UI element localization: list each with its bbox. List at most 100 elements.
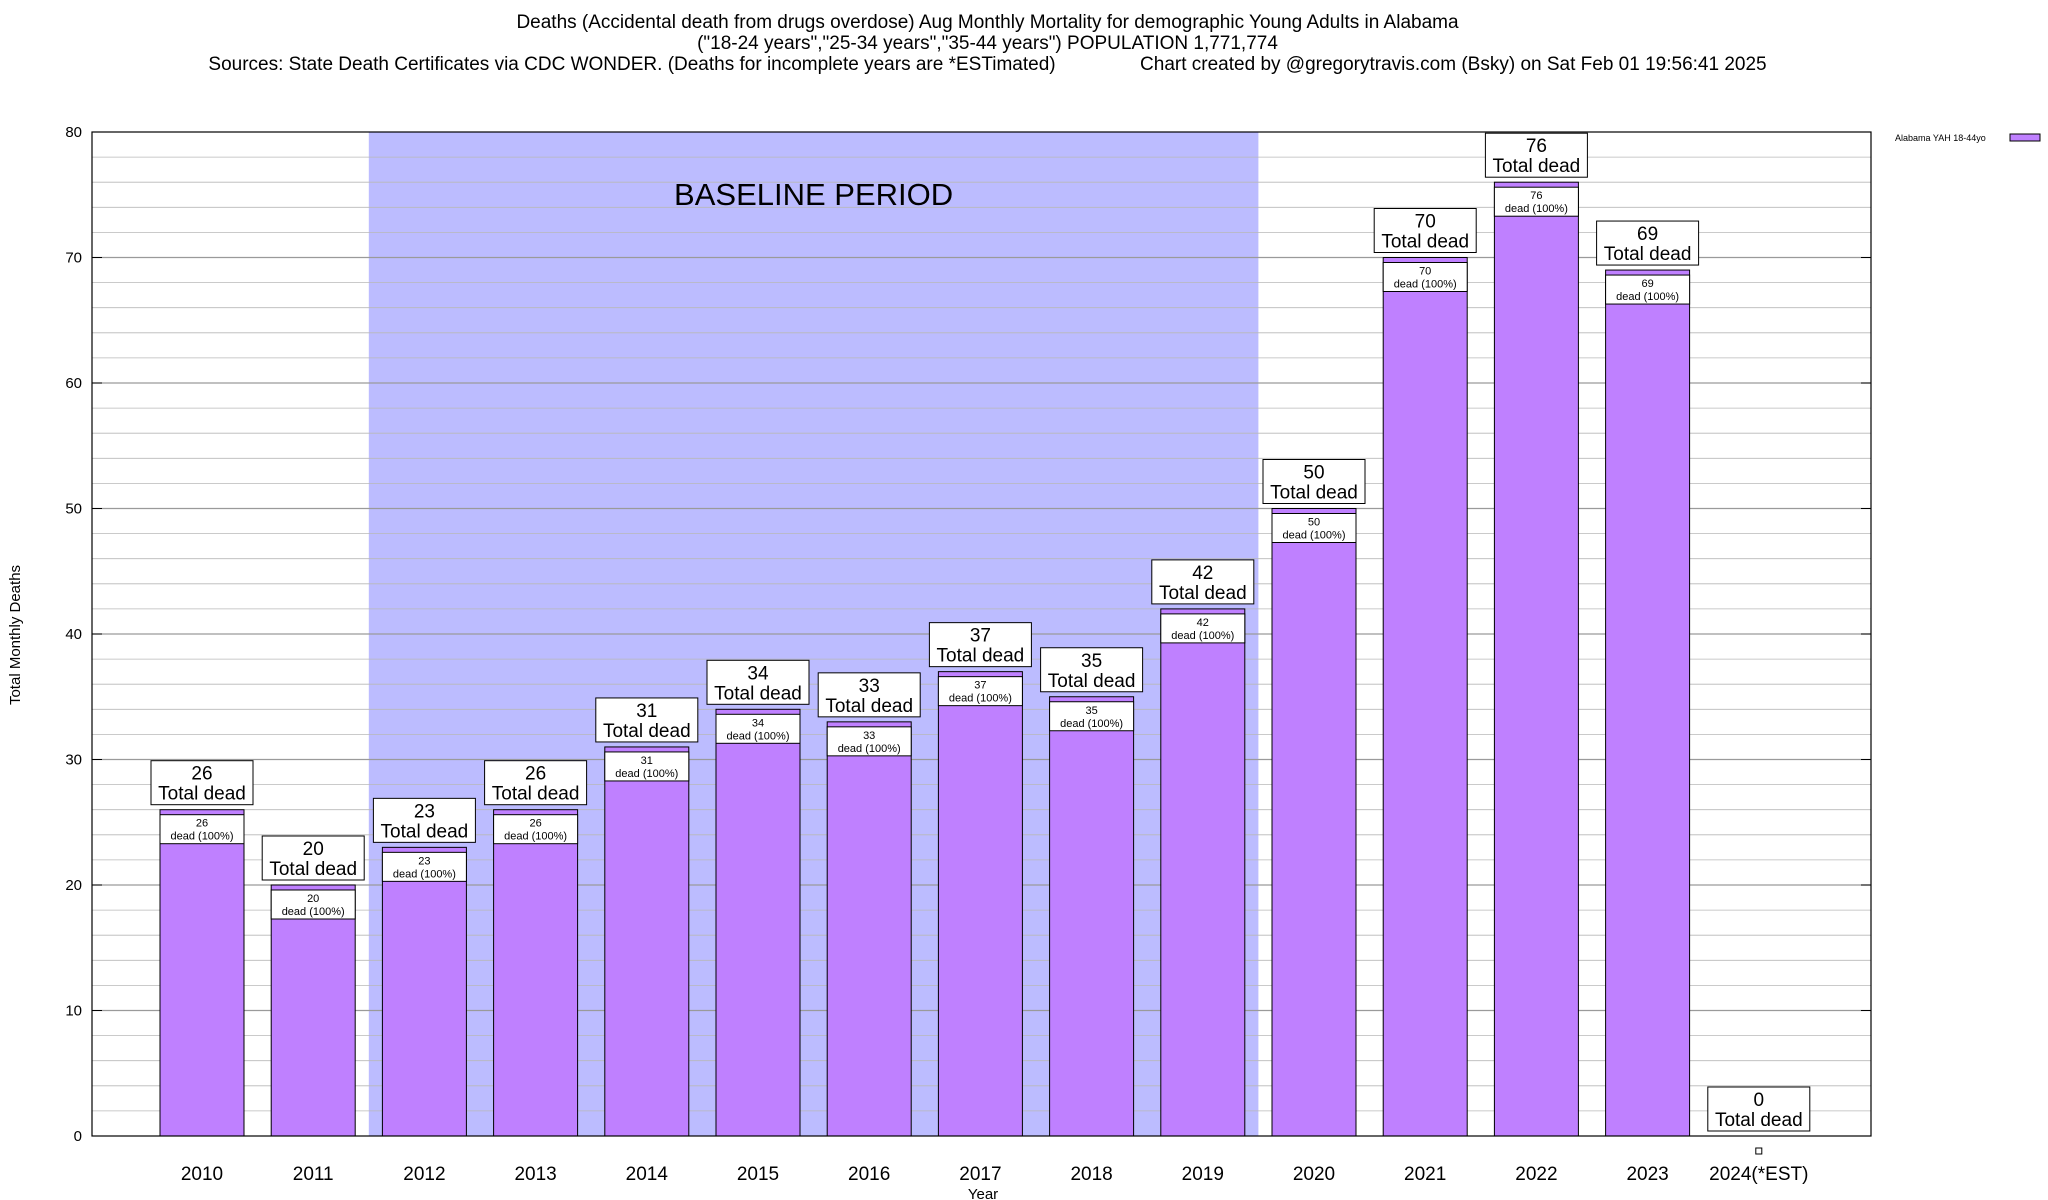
total-label-suffix: Total dead (937, 646, 1025, 667)
total-label-box (1262, 459, 1366, 504)
inner-label-suffix: dead (100%) (1060, 718, 1123, 730)
inner-label-box (1382, 262, 1468, 292)
total-label-suffix: Total dead (1381, 232, 1469, 253)
total-label-box (1707, 1086, 1811, 1132)
total-label-value: 70 (1415, 212, 1436, 233)
total-label-box (595, 697, 699, 743)
total-label-suffix: Total dead (1715, 1110, 1803, 1131)
inner-label-box (159, 814, 245, 845)
x-tick-label: 2024(*EST) (1709, 1164, 1808, 1185)
inner-label-suffix: dead (100%) (727, 730, 790, 742)
chart-title: Deaths (Accidental death from drugs over… (0, 12, 1975, 75)
bar-2022 (1493, 181, 1579, 1137)
total-label-box (150, 760, 254, 806)
inner-label-suffix: dead (100%) (949, 693, 1012, 705)
x-tick-label: 2020 (1293, 1164, 1335, 1185)
inner-label-suffix: dead (100%) (1171, 630, 1234, 642)
x-tick-label: 2016 (848, 1164, 890, 1185)
inner-label-box (381, 851, 467, 882)
total-label-value: 0 (1754, 1090, 1765, 1111)
inner-label-box (1493, 186, 1579, 217)
total-label-suffix: Total dead (714, 683, 802, 704)
total-label-suffix: Total dead (381, 821, 469, 842)
inner-label-box (1605, 274, 1691, 305)
inner-label-value: 35 (1085, 705, 1097, 717)
inner-label-value: 69 (1641, 278, 1653, 290)
x-axis-title: Year (968, 1186, 998, 1200)
bar-marker-2024(*EST) (1755, 1147, 1763, 1155)
total-label-box (1040, 647, 1144, 693)
y-tick-label: 20 (65, 877, 82, 894)
inner-label-suffix: dead (100%) (1283, 530, 1346, 542)
total-label-suffix: Total dead (1493, 156, 1581, 177)
total-label-box (817, 672, 921, 718)
y-tick-label: 80 (65, 124, 82, 141)
inner-label-suffix: dead (100%) (1616, 291, 1679, 303)
total-label-box (1596, 220, 1700, 266)
bar-2018 (1049, 696, 1135, 1137)
total-label-value: 76 (1526, 136, 1547, 157)
total-label-value: 50 (1303, 463, 1324, 484)
inner-label-box (493, 814, 579, 845)
bar-2013 (493, 809, 579, 1137)
legend: Alabama YAH 18-44yo (1895, 133, 2041, 143)
y-tick-label: 70 (65, 250, 82, 267)
total-label-value: 42 (1192, 563, 1213, 584)
total-label-suffix: Total dead (1604, 244, 1692, 265)
inner-label-value: 33 (863, 730, 875, 742)
inner-label-value: 26 (196, 818, 208, 830)
x-tick-label: 2017 (959, 1164, 1001, 1185)
total-label-value: 37 (970, 626, 991, 647)
total-label-value: 26 (191, 764, 212, 785)
inner-label-suffix: dead (100%) (282, 906, 345, 918)
total-label-suffix: Total dead (158, 784, 246, 805)
bar-2021 (1382, 257, 1468, 1137)
bar-2011 (270, 884, 356, 1137)
total-label-value: 35 (1081, 651, 1102, 672)
total-label-box (928, 622, 1032, 668)
total-label-value: 26 (525, 764, 546, 785)
chart-title-line-2: ("18-24 years","25-34 years","35-44 year… (697, 33, 1278, 54)
total-label-box (1373, 208, 1477, 253)
inner-label-value: 34 (752, 717, 764, 729)
baseline-label: BASELINE PERIOD (674, 177, 953, 212)
bar-2019 (1160, 608, 1246, 1137)
inner-label-value: 42 (1197, 617, 1209, 629)
total-label-value: 33 (859, 676, 880, 697)
axis-layer: 0 10 20 30 40 50 60 70 80 2010 2011 2012 2013 2014 201… (65, 124, 1872, 1185)
total-label-box (706, 659, 810, 705)
y-tick-label: 50 (65, 501, 82, 518)
y-tick-label: 10 (65, 1003, 82, 1020)
total-label-suffix: Total dead (603, 721, 691, 742)
inner-label-suffix: dead (100%) (838, 743, 901, 755)
total-label-suffix: Total dead (825, 696, 913, 717)
total-label-value: 23 (414, 801, 435, 822)
total-label-value: 20 (303, 839, 324, 860)
inner-label-value: 70 (1419, 266, 1431, 278)
y-tick-label: 40 (65, 626, 82, 643)
bar-2023 (1605, 269, 1691, 1137)
total-label-box (261, 835, 365, 881)
bar-2015 (715, 708, 801, 1137)
total-label-value: 31 (636, 701, 657, 722)
bar-2014 (604, 746, 690, 1137)
inner-label-suffix: dead (100%) (504, 831, 567, 843)
inner-label-suffix: dead (100%) (171, 831, 234, 843)
total-label-box (484, 760, 588, 806)
bar-2017 (937, 671, 1023, 1137)
bars-layer (159, 181, 1763, 1155)
x-tick-label: 2012 (403, 1164, 445, 1185)
inner-label-value: 37 (974, 680, 986, 692)
inner-label-value: 23 (418, 855, 430, 867)
bar-2016 (826, 721, 912, 1137)
chart-title-line-3: Sources: State Death Certificates via CD… (208, 54, 1767, 75)
x-tick-label: 2018 (1070, 1164, 1112, 1185)
total-label-suffix: Total dead (1270, 483, 1358, 504)
x-tick-label: 2015 (737, 1164, 779, 1185)
x-tick-label: 2023 (1626, 1164, 1668, 1185)
y-tick-label: 0 (74, 1128, 82, 1145)
legend-swatch (2009, 133, 2041, 142)
x-tick-label: 2011 (293, 1164, 334, 1185)
